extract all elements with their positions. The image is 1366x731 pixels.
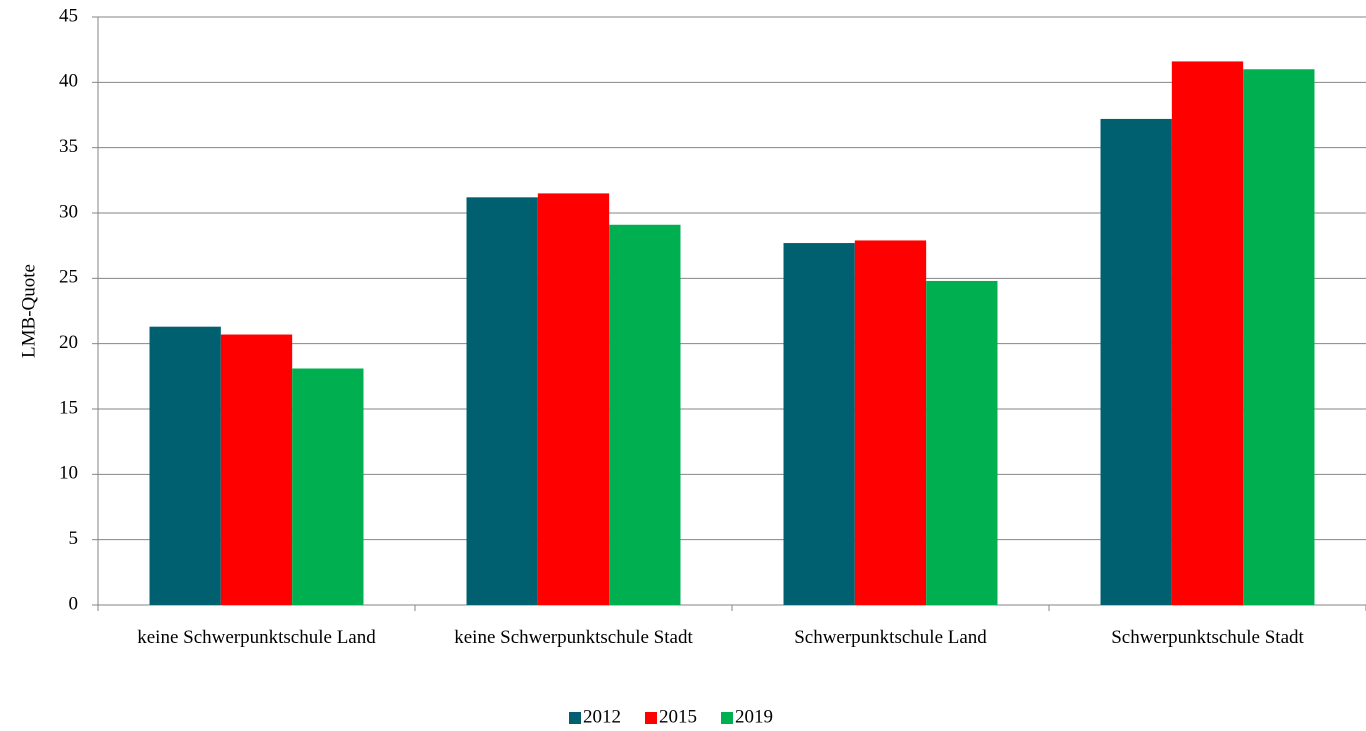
bar [1100,118,1172,606]
y-tick-label: 20 [59,332,78,353]
bar [1171,61,1244,606]
y-tick-label: 45 [59,5,78,26]
y-tick-label: 15 [59,397,78,418]
x-tick-label: Schwerpunktschule Land [794,627,987,648]
legend-label: 2015 [659,706,697,727]
bar [854,240,927,605]
y-tick-label: 5 [69,528,79,549]
y-tick-label: 35 [59,136,78,157]
y-tick-label: 0 [69,593,79,614]
x-tick-label: keine Schwerpunktschule Stadt [454,627,693,648]
bar [466,197,538,605]
bar [783,243,855,605]
y-tick-label: 30 [59,201,78,222]
legend-swatch [569,712,581,724]
bar [1243,69,1315,606]
y-tick-label: 10 [59,463,78,484]
legend-swatch [645,712,657,724]
x-tick-label: keine Schwerpunktschule Land [137,627,376,648]
bar [149,326,221,605]
bar [609,224,681,605]
y-tick-label: 25 [59,267,78,288]
y-axis-label: LMB-Quote [18,264,39,358]
legend-label: 2012 [583,706,621,727]
bar [292,368,364,605]
legend-swatch [721,712,733,724]
bar [220,334,293,605]
legend-label: 2019 [735,706,773,727]
bar [926,280,998,605]
y-tick-label: 40 [59,71,78,92]
x-tick-label: Schwerpunktschule Stadt [1111,627,1304,648]
bar [537,193,610,605]
